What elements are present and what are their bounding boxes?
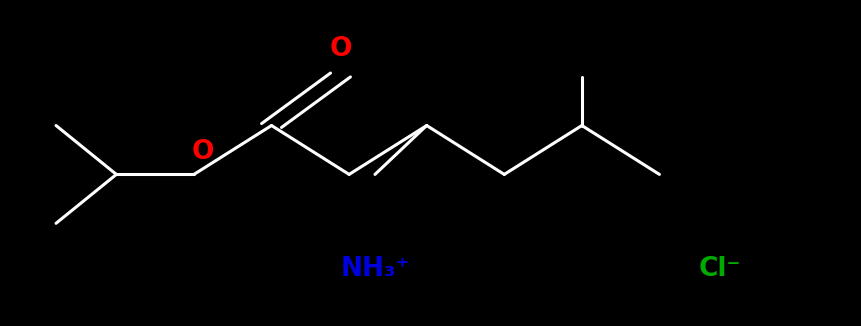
Text: O: O xyxy=(329,36,351,62)
Text: Cl⁻: Cl⁻ xyxy=(697,256,740,282)
Text: O: O xyxy=(191,139,214,165)
Text: NH₃⁺: NH₃⁺ xyxy=(340,256,409,282)
